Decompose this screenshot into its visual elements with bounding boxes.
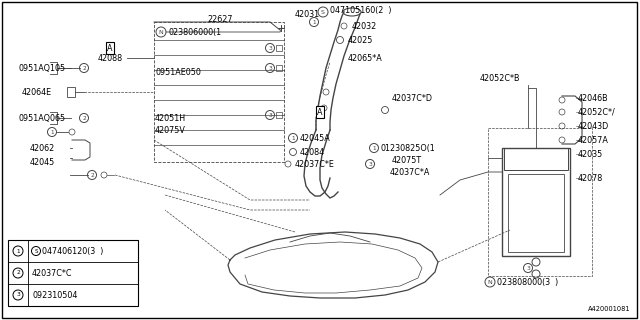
Text: 023808000(3  ): 023808000(3 ) bbox=[497, 277, 558, 286]
Text: 0951AE050: 0951AE050 bbox=[155, 68, 201, 76]
Text: 0951AQ065: 0951AQ065 bbox=[18, 114, 65, 123]
Text: 42045: 42045 bbox=[30, 157, 55, 166]
Text: N: N bbox=[488, 279, 492, 284]
Text: 42064E: 42064E bbox=[22, 87, 52, 97]
Bar bbox=[504, 148, 568, 170]
Text: 3: 3 bbox=[526, 266, 530, 270]
Text: 023806000(1: 023806000(1 bbox=[168, 28, 221, 36]
Text: N: N bbox=[159, 29, 163, 35]
Text: 42075V: 42075V bbox=[155, 125, 186, 134]
Text: 42037C*D: 42037C*D bbox=[392, 93, 433, 102]
Text: 2: 2 bbox=[82, 66, 86, 70]
Text: 3: 3 bbox=[368, 162, 372, 166]
Text: 42057A: 42057A bbox=[578, 135, 609, 145]
Text: 1: 1 bbox=[372, 146, 376, 150]
Bar bbox=[276, 45, 282, 51]
Text: 42037C*C: 42037C*C bbox=[32, 268, 72, 277]
Text: 42046B: 42046B bbox=[578, 93, 609, 102]
Text: 42031: 42031 bbox=[295, 10, 320, 19]
Bar bbox=[502, 148, 570, 256]
Text: 42062: 42062 bbox=[30, 143, 55, 153]
Text: 3: 3 bbox=[16, 292, 20, 298]
Text: 42045A: 42045A bbox=[300, 133, 331, 142]
Text: 1: 1 bbox=[50, 130, 54, 134]
Text: 42035: 42035 bbox=[578, 149, 604, 158]
Text: 42037C*E: 42037C*E bbox=[295, 159, 335, 169]
Text: S: S bbox=[321, 10, 325, 14]
Text: A: A bbox=[317, 108, 323, 116]
Text: 42052C*B: 42052C*B bbox=[480, 74, 520, 83]
Text: 42078: 42078 bbox=[578, 173, 604, 182]
Text: 1: 1 bbox=[291, 135, 295, 140]
Text: 2: 2 bbox=[82, 116, 86, 121]
Bar bbox=[276, 112, 282, 118]
Text: 047105160(2  ): 047105160(2 ) bbox=[330, 5, 392, 14]
Text: S: S bbox=[35, 249, 38, 253]
Bar bbox=[8, 240, 138, 306]
Bar bbox=[154, 22, 284, 162]
Bar bbox=[276, 65, 282, 71]
Text: 42084: 42084 bbox=[300, 148, 325, 156]
Text: A: A bbox=[108, 44, 113, 52]
Text: 3: 3 bbox=[268, 113, 272, 117]
Text: 42075T: 42075T bbox=[392, 156, 422, 164]
Text: A420001081: A420001081 bbox=[588, 306, 630, 312]
Text: 42037C*A: 42037C*A bbox=[390, 167, 430, 177]
Bar bbox=[488, 128, 592, 276]
Text: 047406120(3  ): 047406120(3 ) bbox=[42, 246, 104, 255]
Bar bbox=[508, 174, 564, 252]
Text: 42032: 42032 bbox=[352, 21, 377, 30]
Text: 0951AQ105: 0951AQ105 bbox=[18, 63, 65, 73]
Text: 42051H: 42051H bbox=[155, 114, 186, 123]
Bar bbox=[67, 87, 75, 97]
Text: 42088: 42088 bbox=[98, 53, 123, 62]
Text: 2: 2 bbox=[16, 270, 20, 276]
Text: 42043D: 42043D bbox=[578, 122, 609, 131]
Text: 1: 1 bbox=[16, 249, 20, 253]
Text: 3: 3 bbox=[268, 66, 272, 70]
Text: 42025: 42025 bbox=[348, 36, 373, 44]
Text: 22627: 22627 bbox=[207, 14, 233, 23]
Text: 3: 3 bbox=[268, 45, 272, 51]
Text: 092310504: 092310504 bbox=[32, 291, 77, 300]
Text: 1: 1 bbox=[312, 20, 316, 25]
Text: 2: 2 bbox=[90, 172, 94, 178]
Text: 42052C*/: 42052C*/ bbox=[578, 108, 616, 116]
Text: 42065*A: 42065*A bbox=[348, 53, 383, 62]
Text: 01230825O(1: 01230825O(1 bbox=[380, 143, 435, 153]
